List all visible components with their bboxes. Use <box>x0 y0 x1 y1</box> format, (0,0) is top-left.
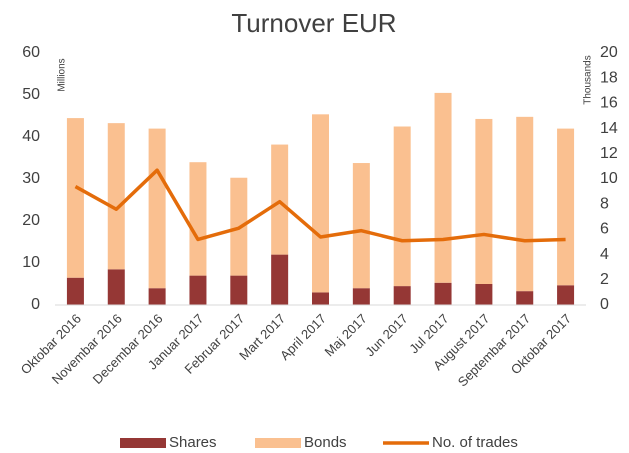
bar <box>516 116 534 292</box>
bar <box>148 288 166 305</box>
bar <box>434 92 452 283</box>
legend-marker <box>120 438 166 448</box>
y2-tick-label: 16 <box>600 95 618 112</box>
y2-tick-label: 12 <box>600 145 618 162</box>
bar <box>230 275 248 305</box>
bar <box>107 269 125 305</box>
y-tick-label: 50 <box>22 86 40 103</box>
bar <box>189 275 207 305</box>
y2-tick-label: 6 <box>600 221 609 238</box>
y-tick-label: 40 <box>22 128 40 145</box>
y2-tick-label: 4 <box>600 246 609 263</box>
y2-tick-label: 20 <box>600 44 618 61</box>
bar <box>312 292 329 305</box>
bar <box>66 118 84 278</box>
bar <box>475 118 493 284</box>
bar <box>271 144 289 255</box>
y-tick-label: 20 <box>22 212 40 229</box>
bar <box>557 128 575 286</box>
bar <box>271 254 289 305</box>
y-tick-label: 30 <box>22 170 40 187</box>
bar <box>475 284 493 305</box>
bar <box>148 128 166 289</box>
bar <box>107 123 125 270</box>
legend-marker <box>255 438 301 448</box>
bar <box>189 162 207 276</box>
bar <box>434 282 452 305</box>
bar <box>66 277 84 305</box>
bar <box>352 288 370 305</box>
y2-tick-label: 0 <box>600 296 609 313</box>
y-axis-label: Millions <box>57 58 68 91</box>
y2-tick-label: 2 <box>600 271 609 288</box>
y2-tick-label: 8 <box>600 195 609 212</box>
y-tick-label: 0 <box>31 296 40 313</box>
y-tick-label: 60 <box>22 44 40 61</box>
legend-label: No. of trades <box>432 434 518 451</box>
bar <box>557 285 575 305</box>
legend-label: Shares <box>169 434 217 451</box>
bar <box>393 126 411 287</box>
bar <box>393 286 411 305</box>
chart-title: Turnover EUR <box>231 8 396 38</box>
y-tick-label: 10 <box>22 254 40 271</box>
legend-label: Bonds <box>304 434 347 451</box>
line <box>74 168 566 243</box>
y2-tick-label: 14 <box>600 120 618 137</box>
y2-tick-label: 18 <box>600 69 618 86</box>
y2-axis-label: Thousands <box>583 55 594 104</box>
bar <box>312 114 329 293</box>
y2-tick-label: 10 <box>600 170 618 187</box>
bar <box>516 291 534 305</box>
bar <box>352 163 370 289</box>
